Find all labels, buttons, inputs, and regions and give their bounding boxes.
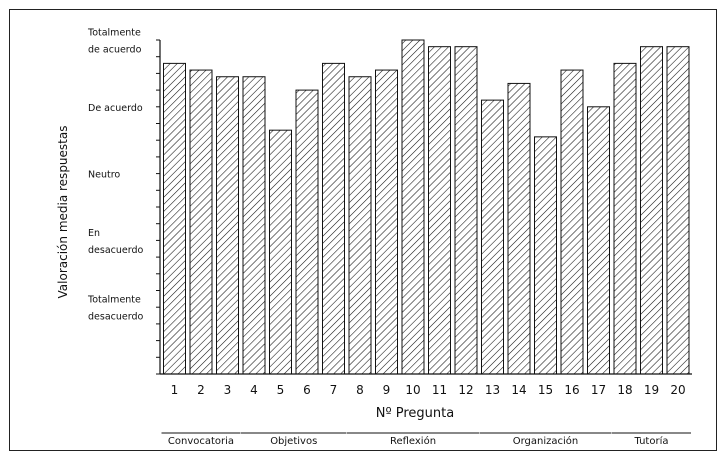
y-level-label: Neutro — [88, 170, 120, 181]
bar — [269, 129, 292, 375]
bar — [454, 46, 478, 375]
y-level-label: En desacuerdo — [88, 228, 144, 256]
x-tick-label: 14 — [511, 383, 526, 397]
bar — [507, 82, 531, 375]
group-label: Objetivos — [270, 436, 317, 447]
x-tick-label: 18 — [617, 383, 632, 397]
bar — [242, 76, 266, 375]
x-tick-label: 20 — [670, 383, 685, 397]
x-tick-label: 16 — [564, 383, 579, 397]
x-tick-label: 11 — [432, 383, 447, 397]
bar — [587, 106, 610, 375]
bar — [189, 69, 213, 375]
x-tick-label: 2 — [197, 383, 205, 397]
bar — [560, 69, 584, 375]
x-tick-label: 6 — [303, 383, 311, 397]
x-tick-label: 12 — [458, 383, 473, 397]
bar — [322, 62, 345, 375]
x-tick-label: 13 — [485, 383, 500, 397]
bar — [666, 46, 690, 375]
bar — [295, 89, 319, 375]
group-label: Reflexión — [390, 435, 436, 447]
x-tick-label: 8 — [356, 383, 364, 397]
group-label: Convocatoria — [168, 436, 234, 447]
x-tick-label: 19 — [644, 383, 659, 397]
group-label: Tutoría — [634, 435, 669, 447]
y-level-label: De acuerdo — [88, 103, 143, 114]
y-axis-label: Valoración media respuestas — [56, 126, 70, 299]
x-tick-label: 10 — [405, 383, 420, 397]
question-groups: Convocatoria Objetivos Reflexión Organizaci… — [161, 432, 691, 447]
bar — [481, 99, 504, 375]
bars — [163, 39, 690, 375]
y-axis-ticks — [156, 39, 160, 375]
x-axis-label: Nº Pregunta — [376, 406, 454, 421]
bar — [613, 62, 637, 375]
x-tick-label: 17 — [591, 383, 606, 397]
x-tick-label: 9 — [383, 383, 391, 397]
x-tick-label: 5 — [277, 383, 285, 397]
x-tick-label: 1 — [171, 383, 179, 397]
bar — [428, 46, 451, 375]
x-tick-label: 15 — [538, 383, 553, 397]
group-label: Organización — [513, 435, 579, 447]
bar — [216, 76, 239, 375]
x-tick-label: 7 — [330, 383, 338, 397]
x-axis-tick-labels: 1 2 3 4 5 6 7 8 9 10 11 12 13 14 15 16 17 18 19 20 — [171, 383, 686, 397]
bar — [163, 62, 186, 375]
y-level-label: Totalmente desacuerdo — [87, 295, 144, 323]
x-tick-label: 4 — [250, 383, 258, 397]
bar — [375, 69, 398, 375]
bar — [534, 136, 557, 375]
bar — [348, 76, 372, 375]
x-tick-label: 3 — [224, 383, 232, 397]
y-axis-level-labels: Totalmente desacuerdo En desacuerdo Neutro De… — [87, 28, 144, 323]
bar — [401, 39, 425, 375]
bar — [640, 46, 663, 375]
y-level-label: Totalmente de acuerdo — [87, 28, 142, 56]
